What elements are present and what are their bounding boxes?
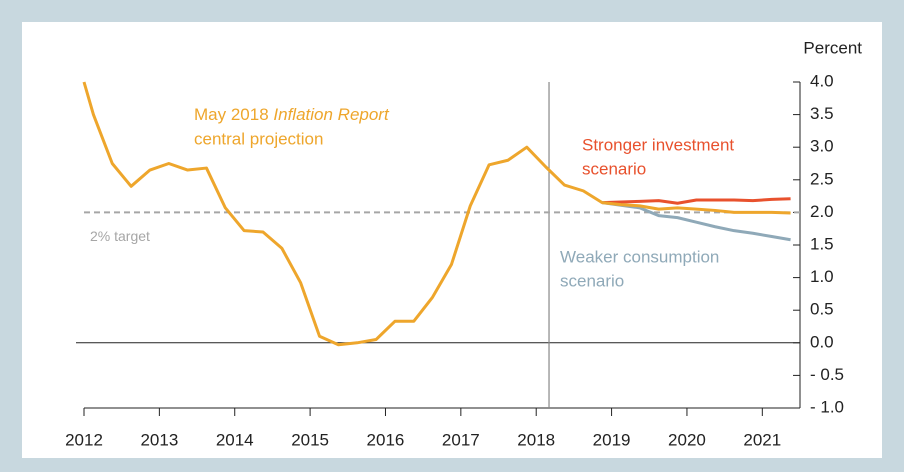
y-tick-label: 3.0 [810, 137, 834, 156]
plot-background [22, 22, 882, 458]
annotation-text: scenario [582, 159, 646, 178]
y-tick-label: 4.0 [810, 71, 834, 90]
y-tick-label: 2.0 [810, 202, 834, 221]
series-line [602, 197, 791, 205]
x-tick-label: 2013 [140, 430, 178, 449]
x-tick-label: 2017 [442, 430, 480, 449]
x-tick-label: 2016 [367, 430, 405, 449]
y-tick-label: 3.5 [810, 104, 834, 123]
y-tick-label: 1.5 [810, 234, 834, 253]
y-tick-label: 0.0 [810, 332, 834, 351]
annotation-text: Weaker consumption [560, 247, 719, 266]
target-label: 2% target [90, 228, 150, 244]
x-tick-label: 2018 [517, 430, 555, 449]
x-tick-label: 2019 [593, 430, 631, 449]
annotation-text: Inflation Report [273, 105, 390, 124]
y-tick-label: 1.0 [810, 267, 834, 286]
annotation-text: central projection [194, 129, 323, 148]
annotation-text: May 2018 [194, 105, 269, 124]
y-axis-label: Percent [803, 38, 862, 57]
annotation-central: May 2018 Inflation Report [194, 105, 390, 124]
x-tick-label: 2012 [65, 430, 103, 449]
y-tick-label: 0.5 [810, 300, 834, 319]
y-tick-label: - 0.5 [810, 365, 844, 384]
x-tick-label: 2020 [668, 430, 706, 449]
x-tick-label: 2015 [291, 430, 329, 449]
series-line [601, 201, 791, 242]
x-tick-label: 2021 [743, 430, 781, 449]
x-tick-label: 2014 [216, 430, 254, 449]
series-line [82, 81, 791, 347]
y-tick-label: - 1.0 [810, 397, 844, 416]
annotation-text: Stronger investment [582, 135, 734, 154]
y-tick-label: 2.5 [810, 169, 834, 188]
annotation-text: scenario [560, 271, 624, 290]
